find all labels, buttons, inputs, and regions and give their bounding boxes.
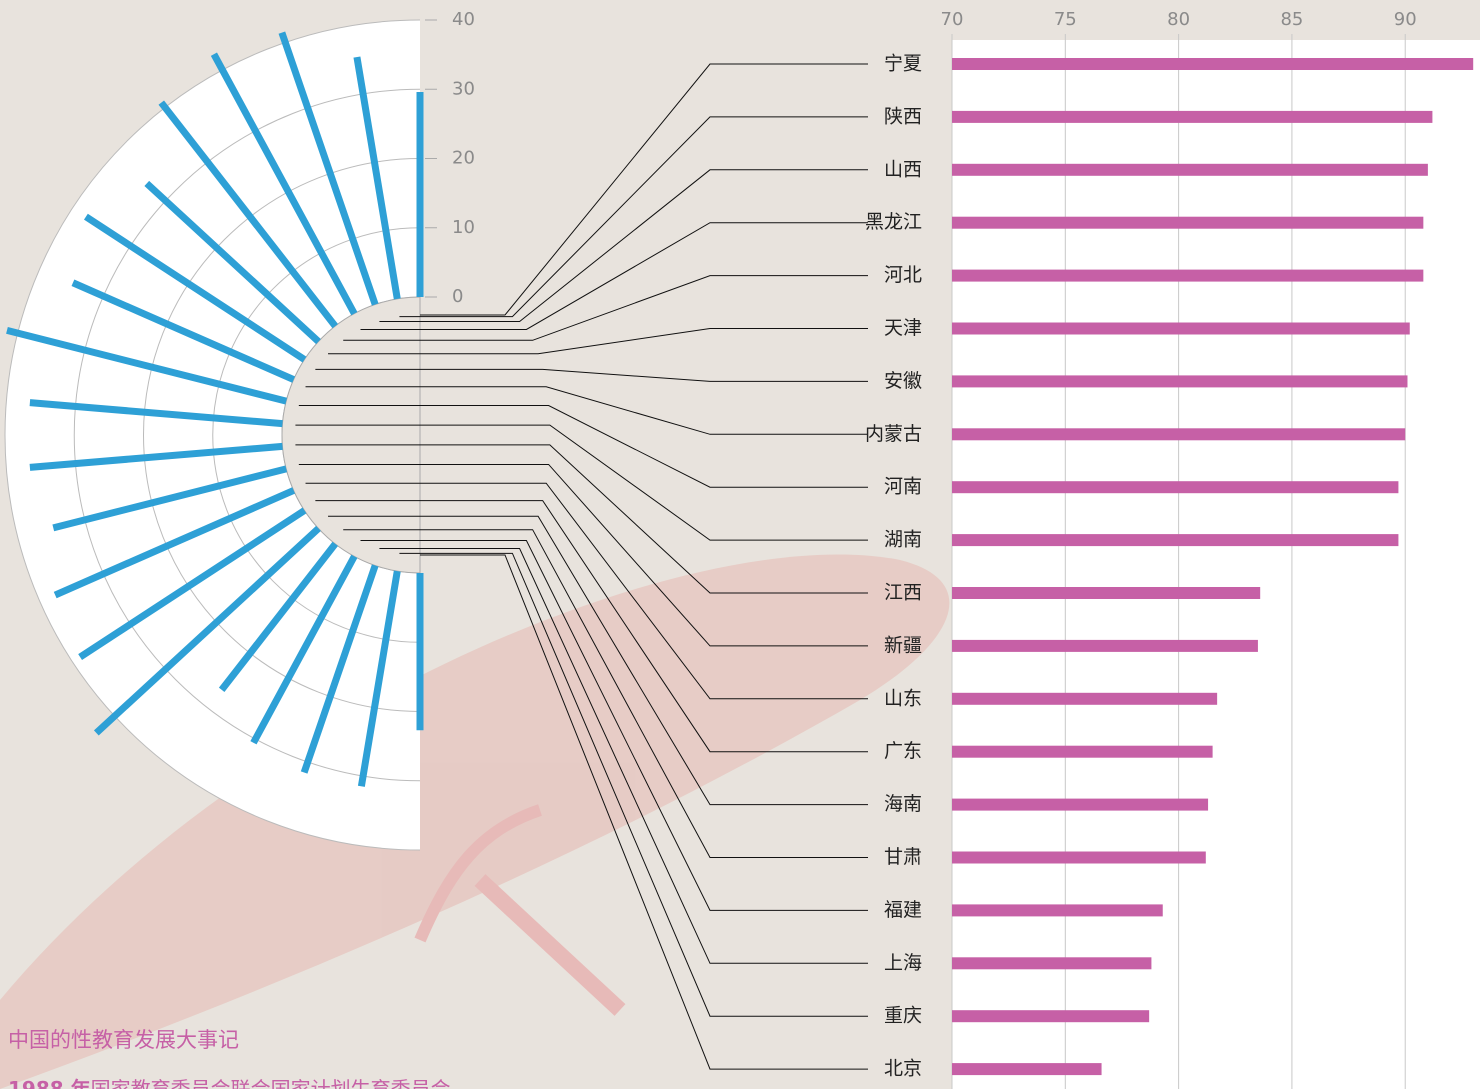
category-label: 重庆	[884, 1005, 922, 1027]
bar	[952, 323, 1410, 335]
category-label: 黑龙江	[865, 211, 922, 233]
bar	[952, 799, 1208, 811]
x-tick-label: 85	[1280, 9, 1303, 30]
bar	[952, 534, 1398, 546]
category-label: 内蒙古	[865, 423, 922, 445]
bar	[952, 852, 1206, 864]
category-label: 山西	[884, 158, 922, 180]
note-text: 国家教育委员会联合国家计划生育委员会	[91, 1077, 451, 1089]
bar	[952, 375, 1407, 387]
note-year: 1988 年	[8, 1077, 91, 1089]
category-label: 河南	[884, 476, 922, 498]
category-label: 甘肃	[884, 846, 922, 868]
bar	[952, 587, 1260, 599]
bar	[952, 1063, 1102, 1075]
bar	[952, 746, 1213, 758]
category-label: 北京	[884, 1058, 922, 1080]
chart: 中国的性教育发展大事记 1988 年国家教育委员会联合国家计划生育委员会 0 10…	[0, 0, 1480, 1089]
footer-heading: 中国的性教育发展大事记	[8, 1028, 239, 1052]
x-tick-label: 80	[1167, 9, 1190, 30]
bar	[952, 428, 1405, 440]
bar	[952, 693, 1217, 705]
bar	[952, 270, 1423, 282]
r-tick-label: 0	[452, 286, 463, 307]
r-tick-label: 30	[452, 78, 475, 99]
category-label: 山东	[884, 687, 922, 709]
bar	[952, 1010, 1149, 1022]
connector	[420, 64, 868, 315]
category-label: 新疆	[884, 634, 922, 656]
category-label: 湖南	[884, 529, 922, 551]
r-tick-label: 10	[452, 217, 475, 238]
r-tick-label: 20	[452, 148, 475, 169]
category-label: 河北	[884, 264, 922, 286]
category-label: 江西	[884, 582, 922, 604]
category-label: 广东	[884, 740, 922, 762]
bar	[952, 640, 1258, 652]
bar-panel	[952, 40, 1480, 1089]
page: 中国的性教育发展大事记 1988 年国家教育委员会联合国家计划生育委员会 0 10…	[0, 0, 1480, 1089]
bar	[952, 904, 1163, 916]
category-label: 天津	[884, 317, 922, 339]
r-tick-label: 40	[452, 9, 475, 30]
x-tick-label: 70	[941, 9, 964, 30]
bar	[952, 217, 1423, 229]
category-label: 海南	[884, 793, 922, 815]
category-label: 陕西	[884, 105, 922, 127]
bar	[952, 481, 1398, 493]
x-tick-label: 90	[1394, 9, 1417, 30]
bar	[952, 58, 1473, 70]
footer-note: 1988 年国家教育委员会联合国家计划生育委员会	[8, 1077, 451, 1089]
category-label: 上海	[884, 952, 922, 974]
bar	[952, 957, 1151, 969]
x-tick-label: 75	[1054, 9, 1077, 30]
bar	[952, 164, 1428, 176]
bar	[952, 111, 1432, 123]
category-label: 安徽	[884, 370, 922, 392]
category-label: 宁夏	[884, 53, 922, 75]
category-label: 福建	[884, 899, 922, 921]
bg-syringe	[480, 880, 620, 1010]
